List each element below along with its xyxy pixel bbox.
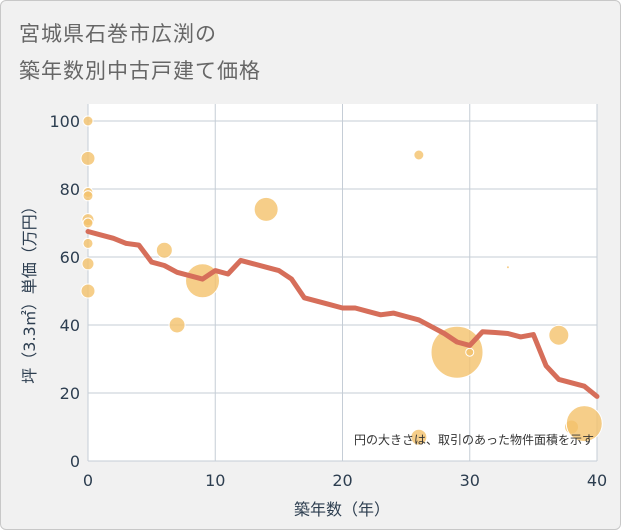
data-bubble: [80, 150, 96, 166]
chart-title-line-1: 宮城県石巻市広渕の: [19, 22, 217, 46]
size-note: 円の大きさは、取引のあった物件面積を示す: [354, 432, 594, 447]
y-axis-label: 坪（3.3㎡）単価（万円）: [20, 198, 39, 383]
x-tick-label: 0: [83, 471, 93, 490]
y-tick-label: 60: [60, 248, 80, 267]
data-bubble: [82, 115, 94, 127]
bubble-series: [80, 115, 603, 446]
grid-lines: [87, 104, 598, 462]
chart-title-line-2: 築年数別中古戸建て価格: [19, 59, 261, 83]
data-bubble: [82, 190, 94, 202]
data-bubble: [81, 257, 95, 271]
data-bubble: [465, 347, 475, 357]
data-bubble: [548, 324, 570, 346]
x-tick-label: 20: [332, 471, 352, 490]
y-tick-label: 20: [60, 384, 80, 403]
y-tick-label: 40: [60, 316, 80, 335]
data-bubble: [82, 217, 94, 229]
x-axis-label: 築年数（年）: [294, 500, 390, 519]
data-bubble: [505, 265, 510, 270]
axis-ticks: 0 10 20 30 40 0 20 40 60 80 100: [49, 112, 607, 490]
data-bubble: [168, 316, 186, 334]
data-bubble: [82, 237, 94, 249]
y-tick-label: 80: [60, 180, 80, 199]
data-bubble: [565, 405, 603, 443]
data-bubble: [410, 428, 428, 446]
data-bubble: [80, 283, 96, 299]
data-bubble: [155, 241, 173, 259]
y-tick-label: 0: [70, 452, 80, 471]
trend-line: [85, 229, 600, 399]
x-tick-label: 10: [205, 471, 225, 490]
x-tick-label: 40: [587, 471, 607, 490]
x-tick-label: 30: [460, 471, 480, 490]
data-bubble: [430, 325, 484, 379]
data-bubble: [253, 196, 279, 222]
data-bubble: [413, 149, 425, 161]
y-tick-label: 100: [49, 112, 80, 131]
